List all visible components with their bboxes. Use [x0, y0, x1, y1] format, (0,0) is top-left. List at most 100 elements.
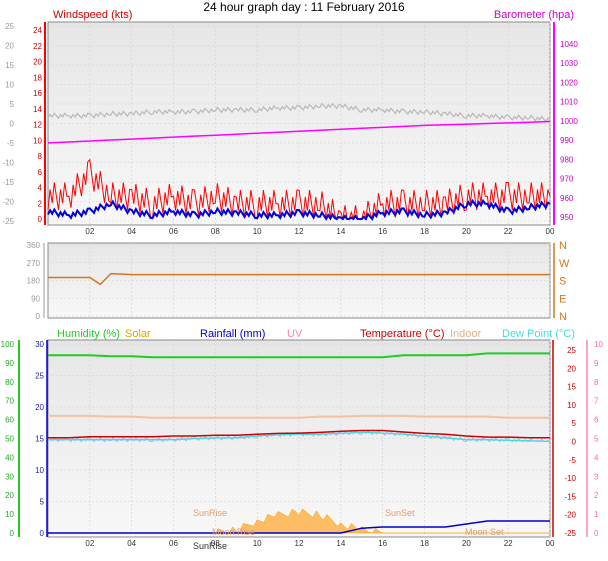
wind-inner-tick-label: 20 — [33, 58, 42, 67]
humidity-tick-label: 0 — [10, 529, 15, 538]
wind-outer-tick-label: 25 — [5, 22, 14, 31]
x-tick-label: 02 — [85, 539, 94, 548]
x-tick-label: 02 — [85, 227, 94, 236]
humidity-tick-label: 60 — [5, 416, 14, 425]
direction-tick-label: 0 — [36, 312, 41, 321]
temperature-tick-label: 10 — [567, 401, 576, 410]
legend-entry: Indoor — [450, 328, 482, 340]
wind-outer-tick-label: -10 — [2, 159, 14, 168]
wind-outer-tick-label: -5 — [7, 139, 15, 148]
x-tick-label: 00 — [546, 539, 555, 548]
x-tick-label: 10 — [253, 227, 262, 236]
uv-tick-label: 5 — [594, 435, 599, 444]
barometer-tick-label: 950 — [560, 213, 574, 222]
temperature-tick-label: 0 — [572, 438, 577, 447]
rainfall-tick-label: 15 — [35, 435, 44, 444]
direction-tick-label: 270 — [27, 259, 41, 268]
humidity-tick-label: 30 — [5, 472, 14, 481]
wind-inner-tick-label: 6 — [38, 168, 43, 177]
wind-inner-tick-label: 4 — [38, 184, 43, 193]
sunset-label: SunSet — [385, 508, 415, 518]
uv-tick-label: 10 — [594, 340, 603, 349]
x-tick-label: 18 — [420, 227, 429, 236]
x-tick-label: 08 — [211, 539, 220, 548]
series-barometer — [47, 120, 551, 144]
x-tick-label: 04 — [127, 227, 136, 236]
x-tick-label: 12 — [295, 227, 304, 236]
series-wind-average — [47, 198, 551, 221]
compass-tick-label: E — [559, 293, 566, 305]
series-humidity — [48, 352, 550, 359]
temperature-tick-label: -25 — [564, 529, 576, 538]
barometer-tick-label: 960 — [560, 194, 574, 203]
rainfall-tick-label: 20 — [35, 403, 44, 412]
wind-inner-tick-label: 16 — [33, 89, 42, 98]
barometer-tick-label: 1030 — [560, 59, 578, 68]
series-dew-point — [48, 431, 551, 443]
moon-rise-label: Moon Rise — [212, 527, 255, 537]
wind-inner-tick-label: 0 — [38, 215, 43, 224]
uv-tick-label: 9 — [594, 359, 599, 368]
wind-outer-tick-label: 15 — [5, 61, 14, 70]
x-tick-label: 06 — [169, 539, 178, 548]
wind-inner-tick-label: 2 — [38, 199, 43, 208]
wind-outer-tick-label: -25 — [2, 217, 14, 226]
sunrise-label: SunRise — [193, 508, 227, 518]
barometer-tick-label: 1010 — [560, 98, 578, 107]
wind-axis-title: Windspeed (kts) — [53, 9, 132, 21]
wind-inner-tick-label: 12 — [33, 121, 42, 130]
x-tick-label: 14 — [336, 227, 345, 236]
series-temperature — [48, 429, 550, 439]
wind-outer-tick-label: 0 — [10, 120, 15, 129]
compass-tick-label: S — [559, 276, 566, 288]
series-wind-gust — [47, 158, 551, 221]
uv-tick-label: 4 — [594, 453, 599, 462]
series-indoor-temperature — [48, 414, 550, 419]
barometer-tick-label: 990 — [560, 136, 574, 145]
humidity-tick-label: 40 — [5, 453, 14, 462]
rainfall-tick-label: 25 — [35, 372, 44, 381]
uv-tick-label: 3 — [594, 472, 599, 481]
x-tick-label: 08 — [211, 227, 220, 236]
x-tick-label: 04 — [127, 539, 136, 548]
x-tick-label: 20 — [462, 227, 471, 236]
temperature-tick-label: -15 — [564, 492, 576, 501]
legend-entry: Solar — [125, 328, 151, 340]
uv-tick-label: 8 — [594, 378, 599, 387]
x-tick-label: 18 — [420, 539, 429, 548]
direction-tick-label: 180 — [27, 277, 41, 286]
temperature-tick-label: -5 — [569, 456, 577, 465]
wind-outer-tick-label: 5 — [10, 100, 15, 109]
legend-entry: UV — [287, 328, 303, 340]
direction-tick-label: 360 — [27, 241, 41, 250]
temperature-tick-label: 20 — [567, 364, 576, 373]
wind-outer-tick-label: 20 — [5, 42, 14, 51]
humidity-tick-label: 100 — [1, 340, 15, 349]
wind-inner-tick-label: 8 — [38, 152, 43, 161]
x-tick-label: 22 — [504, 539, 513, 548]
direction-tick-label: 90 — [31, 294, 40, 303]
legend-entry: Dew Point (°C) — [502, 328, 575, 340]
temperature-tick-label: 15 — [567, 383, 576, 392]
wind-outer-tick-label: 10 — [5, 81, 14, 90]
temperature-tick-label: -20 — [564, 511, 576, 520]
compass-tick-label: N — [559, 311, 567, 323]
temperature-tick-label: 5 — [572, 419, 577, 428]
legend-entry: Temperature (°C) — [360, 328, 444, 340]
wind-inner-tick-label: 24 — [33, 26, 42, 35]
chart-title: 24 hour graph day : 11 February 2016 — [203, 0, 405, 14]
humidity-tick-label: 20 — [5, 491, 14, 500]
x-tick-label: 06 — [169, 227, 178, 236]
rainfall-tick-label: 30 — [35, 340, 44, 349]
temperature-tick-label: 25 — [567, 346, 576, 355]
barometer-tick-label: 1000 — [560, 117, 578, 126]
x-tick-label: 00 — [546, 227, 555, 236]
barometer-tick-label: 970 — [560, 175, 574, 184]
uv-tick-label: 1 — [594, 510, 599, 519]
rainfall-tick-label: 5 — [40, 498, 45, 507]
x-tick-label: 16 — [378, 227, 387, 236]
legend-entry: Rainfall (mm) — [200, 328, 265, 340]
compass-tick-label: N — [559, 240, 567, 252]
series-wind-direction — [48, 272, 550, 286]
